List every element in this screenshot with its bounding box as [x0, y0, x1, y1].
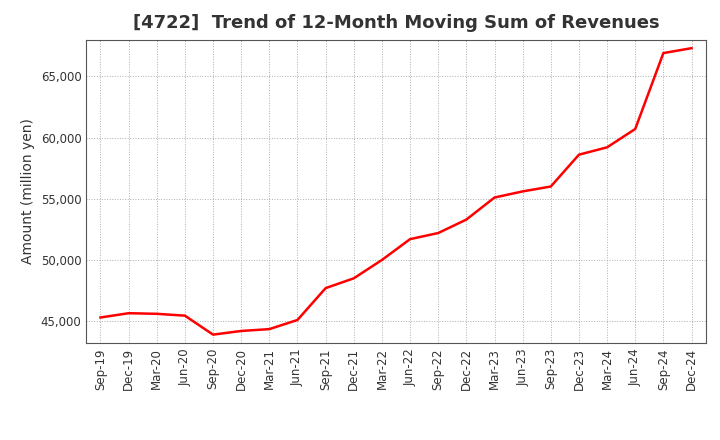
- Y-axis label: Amount (million yen): Amount (million yen): [21, 118, 35, 264]
- Title: [4722]  Trend of 12-Month Moving Sum of Revenues: [4722] Trend of 12-Month Moving Sum of R…: [132, 15, 660, 33]
